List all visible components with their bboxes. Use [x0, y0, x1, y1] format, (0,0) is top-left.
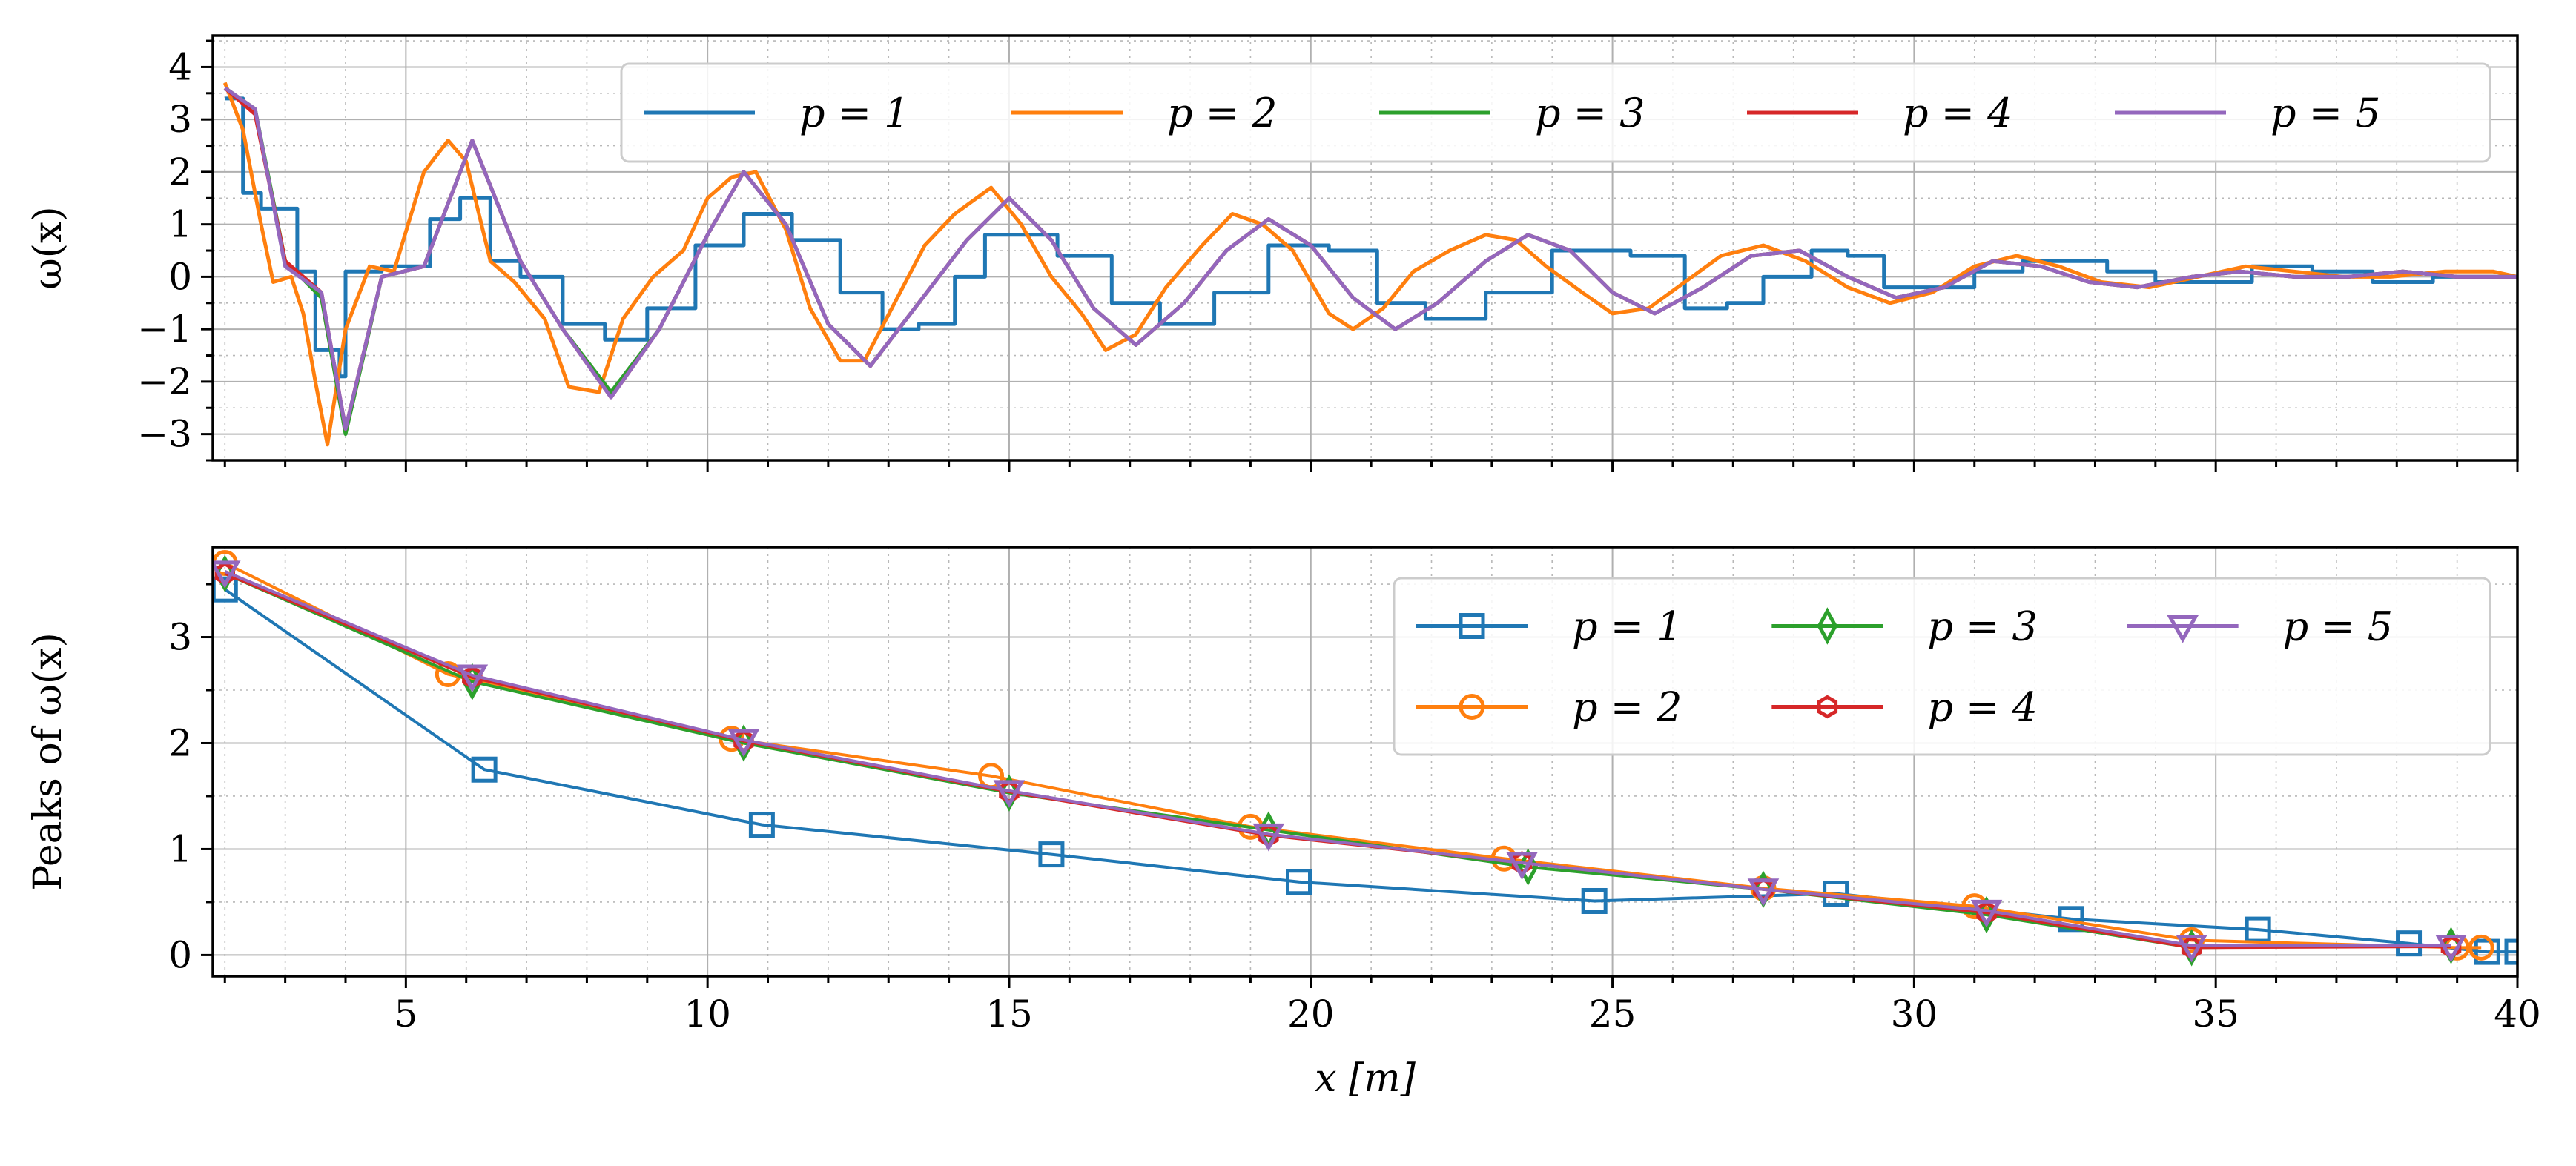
y-tick-label: −3 — [137, 413, 192, 456]
legend-label: p = 3 — [1927, 603, 2038, 650]
y-tick-label: 1 — [168, 827, 192, 870]
legend-label: p = 4 — [1927, 684, 2038, 731]
y-axis-title: Peaks of ω(x) — [26, 632, 70, 891]
legend-label: p = 1 — [799, 90, 910, 136]
data-point — [727, 729, 760, 758]
top-panel-omega: −3 −2 −1 0 1 2 3 4 ω(x) p = 1 p = 2 p = 3 p = 4 p = 5 — [26, 34, 2519, 472]
y-tick-label: 0 — [168, 933, 192, 976]
legend-label: p = 1 — [1572, 603, 1682, 650]
data-point — [1252, 823, 1285, 852]
data-point — [1286, 869, 1312, 895]
data-point — [2468, 934, 2494, 961]
legend-entry-p=2: p = 2 — [1011, 90, 1278, 136]
y-tick-label: 3 — [168, 616, 192, 659]
x-tick-label: 25 — [1589, 993, 1637, 1036]
data-point — [1581, 887, 1608, 914]
plot-frame — [211, 34, 2519, 462]
legend-marker — [1817, 607, 1838, 645]
y-tick-label: 2 — [168, 721, 192, 764]
data-point — [993, 780, 1026, 808]
x-tick-label: 35 — [2192, 993, 2239, 1036]
data-point — [1961, 893, 1988, 920]
legend-marker — [2167, 615, 2199, 643]
markers-p=5 — [213, 560, 2467, 963]
legend-entry-p=3: p = 3 — [1379, 90, 1645, 136]
legend-marker — [1459, 613, 1485, 639]
data-point — [1970, 899, 2003, 928]
y-tick-label: 2 — [168, 150, 192, 193]
x-tick-label: 15 — [985, 993, 1033, 1036]
x-tick-label: 40 — [2494, 993, 2541, 1036]
data-point — [435, 661, 461, 688]
x-axis-title: x [m] — [1315, 1056, 1416, 1101]
y-tick-label: 3 — [168, 98, 192, 141]
legend-box — [1393, 577, 2491, 756]
x-tick-label: 30 — [1891, 993, 1938, 1036]
y-tick-label: −1 — [137, 308, 192, 351]
legend-label: p = 2 — [1167, 90, 1278, 136]
legend-entry-p=3: p = 3 — [1771, 603, 2038, 650]
series-line-p=2 — [222, 82, 2517, 447]
legend-box — [620, 62, 2491, 163]
data-point — [2504, 938, 2517, 965]
legend: p = 1 p = 2 p = 3 p = 4 p = 5 — [620, 62, 2491, 163]
data-point — [2176, 935, 2207, 963]
legend-marker — [1817, 695, 1838, 719]
data-point — [748, 812, 775, 838]
data-point — [2396, 930, 2423, 957]
series-group — [213, 549, 2517, 967]
data-point — [213, 560, 241, 589]
legend-entry-p=5: p = 5 — [2115, 90, 2381, 136]
data-point — [1506, 852, 1538, 881]
y-tick-label: 1 — [168, 203, 192, 246]
data-point — [471, 756, 498, 783]
plot-frame — [211, 546, 2519, 978]
x-tick-label: 10 — [684, 993, 731, 1036]
y-tick-label: 4 — [168, 45, 192, 88]
grid — [213, 547, 2518, 976]
legend-marker — [1459, 694, 1485, 720]
legend: p = 1 p = 2 p = 3 p = 4 p = 5 — [1393, 577, 2491, 756]
legend-entry-p=1: p = 1 — [1416, 603, 1682, 650]
legend-label: p = 5 — [2270, 90, 2381, 136]
legend-label: p = 2 — [1572, 684, 1682, 731]
series-line-p=5 — [224, 570, 2451, 947]
ticks — [201, 583, 2519, 988]
legend-entry-p=2: p = 2 — [1416, 684, 1682, 731]
data-point — [456, 664, 489, 693]
ticks — [201, 39, 2519, 472]
legend-label: p = 3 — [1535, 90, 1645, 136]
data-point — [1747, 878, 1780, 907]
legend-entry-p=4: p = 4 — [1771, 684, 2038, 731]
legend-label: p = 5 — [2283, 603, 2394, 650]
series-line-p=5 — [223, 86, 2517, 431]
series-group — [222, 82, 2517, 447]
data-point — [2435, 935, 2467, 963]
x-tick-label: 5 — [394, 993, 417, 1036]
x-tick-label: 20 — [1287, 993, 1335, 1036]
legend-entry-p=5: p = 5 — [2127, 603, 2394, 650]
y-axis-title: ω(x) — [26, 206, 70, 289]
legend-entry-p=1: p = 1 — [644, 90, 910, 136]
legend-label: p = 4 — [1903, 90, 2013, 136]
y-tick-label: 0 — [168, 255, 192, 298]
y-tick-label: −2 — [137, 360, 192, 403]
series-line-p=1 — [225, 96, 2517, 379]
data-point — [1038, 841, 1065, 868]
legend-entry-p=4: p = 4 — [1747, 90, 2013, 136]
data-point — [2474, 938, 2500, 965]
